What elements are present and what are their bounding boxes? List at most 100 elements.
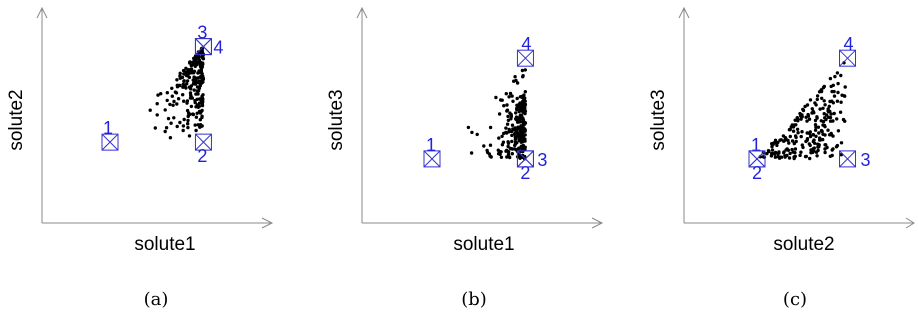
data-point: [514, 78, 518, 83]
data-point: [818, 136, 822, 140]
data-point: [518, 129, 523, 133]
data-point: [155, 102, 159, 106]
data-point: [839, 73, 843, 78]
data-point: [176, 97, 181, 101]
data-point: [823, 103, 827, 107]
data-point: [182, 79, 186, 83]
data-point: [800, 130, 804, 134]
data-point: [182, 117, 186, 122]
data-point: [808, 98, 813, 102]
data-point: [513, 137, 518, 141]
data-point: [181, 85, 185, 89]
data-point: [193, 58, 197, 62]
data-point: [801, 145, 805, 150]
vertex-markers: 1 23 4: [423, 34, 547, 183]
data-point: [793, 154, 797, 159]
data-point: [510, 133, 514, 138]
data-point: [482, 144, 486, 148]
data-point: [196, 123, 200, 127]
data-point: [835, 99, 840, 103]
vertex-label-4: 4: [213, 38, 223, 58]
data-point: [148, 108, 152, 112]
data-point: [198, 60, 202, 64]
vertex-box-2: [194, 133, 212, 151]
data-point: [804, 139, 808, 144]
data-point: [790, 139, 795, 143]
data-point: [523, 139, 527, 143]
data-point: [815, 115, 819, 119]
data-point: [189, 104, 194, 109]
vertex-box-4: [516, 49, 534, 67]
vertex-box-1: [423, 150, 441, 168]
vertex-label-1: 1: [751, 135, 761, 155]
data-point: [187, 85, 192, 89]
data-point: [819, 128, 824, 133]
data-point: [813, 123, 818, 127]
data-point: [504, 126, 508, 130]
data-point: [156, 93, 160, 97]
data-point: [195, 56, 199, 60]
data-point: [770, 148, 775, 152]
data-point: [186, 122, 190, 126]
data-point: [187, 134, 192, 138]
data-point: [513, 134, 518, 138]
data-point: [153, 126, 157, 130]
data-point: [188, 61, 192, 65]
data-point: [523, 129, 527, 133]
data-point: [518, 105, 522, 110]
data-point: [769, 154, 774, 158]
data-point: [782, 150, 786, 154]
data-point: [497, 136, 501, 140]
data-point: [823, 150, 827, 155]
data-point: [184, 73, 189, 78]
x-axis-label: solute1: [134, 234, 195, 255]
data-point: [821, 132, 825, 136]
data-point: [198, 118, 202, 122]
data-point: [828, 99, 832, 104]
data-point: [813, 141, 817, 145]
vertex-box-4: [194, 38, 212, 56]
data-point: [178, 71, 182, 76]
data-point: [195, 111, 199, 116]
data-point: [796, 117, 800, 122]
data-point: [522, 93, 526, 97]
data-point: [843, 94, 847, 98]
data-point: [773, 155, 778, 159]
y-axis-label: solute3: [648, 89, 669, 150]
data-point: [836, 90, 840, 95]
data-point: [827, 104, 831, 109]
data-point: [485, 148, 489, 153]
data-point: [502, 104, 506, 108]
data-point: [831, 101, 835, 105]
data-point: [514, 115, 519, 119]
data-point: [822, 99, 826, 103]
data-point: [515, 106, 519, 111]
data-point: [812, 146, 816, 150]
data-point: [165, 91, 169, 95]
data-point: [521, 110, 525, 115]
data-point: [195, 89, 199, 93]
data-points: [148, 46, 206, 140]
data-point: [200, 49, 204, 53]
data-point: [175, 124, 179, 129]
data-point: [800, 113, 804, 117]
data-point: [505, 122, 510, 126]
data-point: [169, 121, 173, 125]
vertex-cross-1: [101, 133, 119, 151]
data-points: [466, 68, 528, 161]
data-point: [505, 148, 509, 152]
data-point: [488, 143, 493, 147]
data-point: [808, 134, 813, 139]
data-point: [198, 84, 202, 88]
data-point: [833, 74, 837, 79]
data-point: [499, 155, 504, 159]
data-point: [513, 147, 517, 151]
data-point: [816, 143, 821, 147]
data-point: [519, 134, 523, 138]
data-point: [508, 91, 513, 96]
data-points: [758, 61, 847, 161]
data-point: [523, 145, 527, 149]
data-point: [175, 102, 179, 106]
vertex-cross-4: [839, 49, 856, 67]
data-point: [510, 129, 514, 134]
